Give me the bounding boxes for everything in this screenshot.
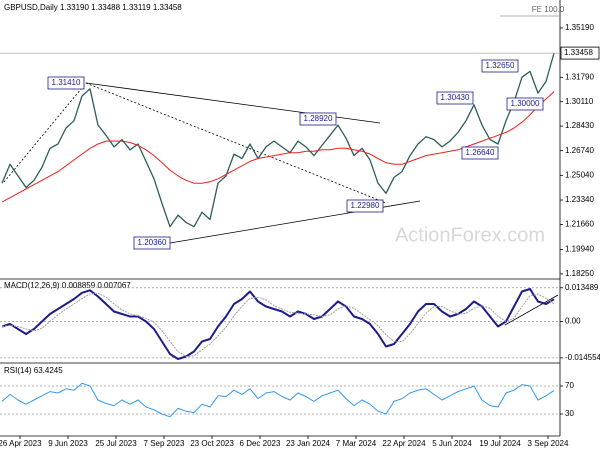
y-tick-label: 1.21660	[565, 220, 594, 229]
series-line	[1, 288, 555, 360]
annotation: 1.26640	[466, 148, 495, 157]
y-tick-label: 70	[565, 381, 574, 390]
annotation: 1.22980	[351, 201, 380, 210]
x-tick-label: 23 Jan 2024	[286, 439, 331, 448]
last-price-box	[560, 46, 600, 60]
fe-label: FE 100.0	[532, 5, 565, 14]
y-tick-label: 0.013489	[565, 283, 599, 292]
legend: GBPUSD,Daily 1.33190 1.33488 1.33119 1.3…	[4, 3, 182, 12]
annotation-box	[461, 146, 499, 160]
trendline-dotted	[85, 82, 387, 204]
x-tick-label: 23 Oct 2023	[190, 439, 234, 448]
y-tick-label: 30	[565, 409, 574, 418]
y-tick-label: 1.25040	[565, 170, 594, 179]
rsi-title: RSI(14) 63.4245	[4, 366, 63, 375]
y-tick-label: 1.35190	[565, 23, 594, 32]
annotation: 1.30000	[511, 99, 540, 108]
annotation-box	[436, 91, 474, 105]
trendline-dotted	[3, 82, 87, 183]
y-tick-label: -0.014554	[565, 353, 600, 362]
macd-title: MACD(12,26,9) 0.008859 0.007067	[4, 281, 131, 290]
y-tick-label: 1.30110	[565, 97, 594, 106]
series-line	[1, 292, 555, 357]
y-tick-label: 1.18250	[565, 269, 594, 278]
x-tick-label: 7 Sep 2023	[144, 439, 185, 448]
series-line	[1, 382, 555, 418]
x-tick-label: 19 Jul 2024	[479, 439, 521, 448]
y-tick-label: 1.19940	[565, 245, 594, 254]
x-tick-label: 25 Jul 2023	[95, 439, 137, 448]
annotation: 1.31410	[52, 78, 81, 87]
annotation: 1.28920	[304, 114, 333, 123]
x-tick-label: 9 Jun 2023	[48, 439, 88, 448]
x-tick-label: 5 Jun 2024	[432, 439, 472, 448]
annotation-box	[346, 199, 384, 213]
x-tick-label: 7 Mar 2024	[336, 439, 377, 448]
annotation-box	[506, 97, 544, 111]
x-tick-label: 22 Apr 2024	[382, 439, 426, 448]
watermark: ActionForex.com	[395, 224, 545, 246]
annotation-box	[481, 59, 519, 73]
y-tick-label: 1.26740	[565, 146, 594, 155]
annotation: 1.20360	[138, 238, 167, 247]
annotation-box	[47, 76, 85, 90]
annotation-box	[133, 236, 171, 250]
annotation-box	[299, 112, 337, 126]
y-tick-label: 1.28430	[565, 121, 594, 130]
y-tick-label: 0.00	[565, 317, 581, 326]
x-tick-label: 26 Apr 2023	[0, 439, 42, 448]
y-tick-label: 1.31790	[565, 72, 594, 81]
last-price-label: 1.33458	[564, 48, 593, 57]
series-line	[1, 52, 555, 228]
y-tick-label: 1.23340	[565, 195, 594, 204]
x-tick-label: 3 Sep 2024	[528, 439, 569, 448]
x-tick-label: 6 Dec 2023	[240, 439, 281, 448]
annotation: 1.30430	[441, 93, 470, 102]
annotation: 1.32650	[486, 61, 515, 70]
